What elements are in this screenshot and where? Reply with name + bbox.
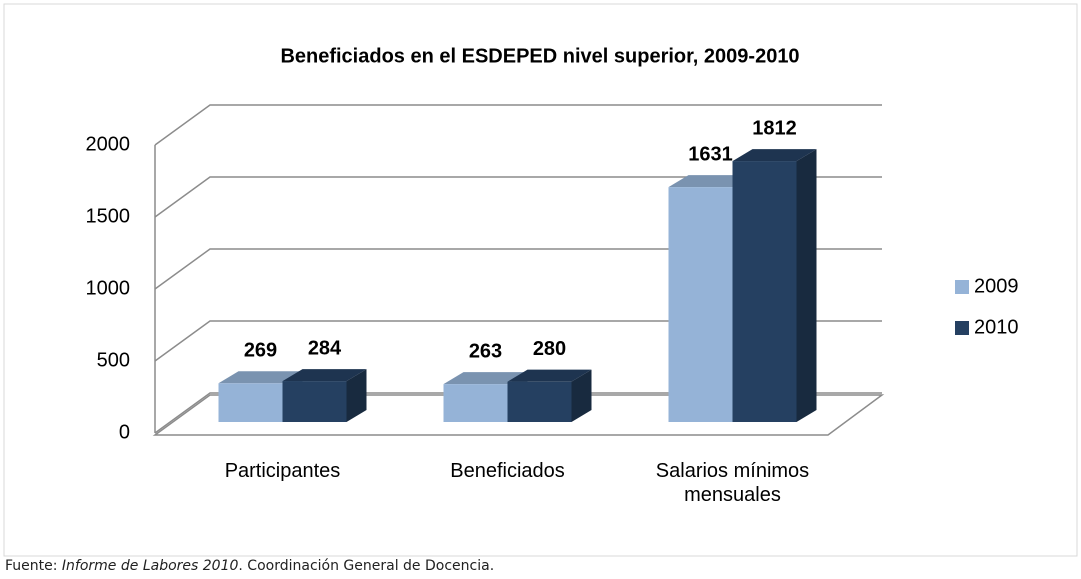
grid-line (154, 176, 882, 218)
legend-swatch (955, 321, 969, 335)
bar-top (732, 149, 817, 162)
chart-border (3, 3, 1078, 557)
y-tick-label: 1500 (86, 205, 131, 227)
bar-top (668, 175, 753, 188)
y-tick-label: 2000 (86, 133, 131, 155)
footer-title: Informe de Labores 2010 (61, 558, 239, 574)
bar-top (218, 371, 303, 384)
floor (152, 394, 885, 436)
value-label: 1812 (752, 117, 797, 139)
bar (507, 369, 592, 422)
grid-line (154, 104, 882, 146)
x-tick-label: Participantes (224, 460, 341, 482)
y-tick-label: 1000 (86, 277, 131, 299)
bar-side (796, 149, 817, 422)
value-label: 280 (533, 338, 566, 360)
footer-suffix: . Coordinación General de Docencia. (238, 558, 495, 574)
value-label: 1631 (688, 143, 733, 165)
value-label: 263 (469, 340, 502, 362)
y-tick-label: 500 (97, 349, 130, 371)
bar-front (507, 381, 572, 422)
legend-swatch (955, 280, 969, 294)
bar-side (571, 369, 592, 422)
bar-front (443, 384, 508, 422)
legend-label: 2009 (974, 275, 1019, 297)
bar-front (218, 383, 283, 422)
footer: Fuente: Informe de Labores 2010. Coordin… (5, 558, 494, 574)
bar (282, 369, 367, 422)
x-tick-label: Beneficiados (450, 460, 565, 482)
grid-line (154, 248, 882, 290)
value-label: 284 (308, 337, 342, 359)
chart-title: Beneficiados en el ESDEPED nivel superio… (280, 45, 799, 67)
bar-top (507, 369, 592, 382)
legend-label: 2010 (974, 316, 1019, 338)
footer-prefix: Fuente: (5, 558, 58, 574)
bar-top (282, 369, 367, 382)
grid-line (154, 320, 882, 362)
bar-front (282, 381, 347, 422)
chart: Beneficiados en el ESDEPED nivel superio… (3, 3, 1078, 557)
y-tick-label: 0 (119, 421, 130, 443)
bar-side (346, 369, 367, 422)
grid-line (154, 392, 882, 434)
bar-front (732, 161, 797, 422)
bar (732, 149, 817, 422)
bar-front (668, 187, 733, 422)
bar-top (443, 372, 528, 385)
x-tick-label: Salarios mínimos mensuales (655, 460, 810, 506)
value-label: 269 (244, 340, 277, 362)
